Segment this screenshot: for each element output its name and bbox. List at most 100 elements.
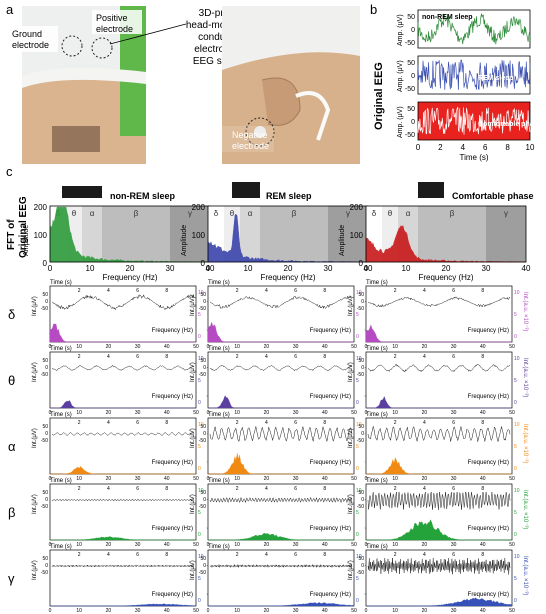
band-freq-tick: 10 bbox=[234, 542, 240, 548]
fft-band-region bbox=[82, 206, 102, 262]
band-left-tick: 0 bbox=[203, 497, 206, 503]
band-left-tick: -50 bbox=[41, 504, 48, 510]
band-time-tick: 2 bbox=[236, 288, 239, 294]
band-freq-tick: 30 bbox=[451, 608, 457, 614]
band-spectrum bbox=[208, 453, 354, 475]
band-freq-tick: 0 bbox=[49, 344, 52, 350]
band-freq-tick: 20 bbox=[422, 542, 428, 548]
band-freq-tick: 10 bbox=[392, 608, 398, 614]
band-left-tick: 50 bbox=[42, 556, 48, 562]
band-freq-tick: 40 bbox=[480, 476, 486, 482]
band-time-tick: 4 bbox=[423, 486, 426, 492]
eeg-y-tick: 50 bbox=[407, 106, 415, 113]
band-time-tick: 6 bbox=[294, 354, 297, 360]
band-freq-tick: 20 bbox=[422, 410, 428, 416]
band-time-tick: 2 bbox=[394, 552, 397, 558]
band-right-tick: 5 bbox=[198, 576, 201, 582]
band-frame bbox=[49, 285, 197, 343]
band-int-label: Int.(μV) bbox=[190, 296, 196, 316]
eeg-y-tick: 0 bbox=[411, 27, 415, 34]
band-left-tick: 0 bbox=[45, 563, 48, 569]
band-right-tick: 5 bbox=[356, 510, 359, 516]
band-time-tick: 6 bbox=[136, 552, 139, 558]
band-left-tick: 50 bbox=[42, 292, 48, 298]
band-time-tick: 6 bbox=[294, 288, 297, 294]
band-right-tick: 10 bbox=[198, 422, 204, 428]
eeg-trace bbox=[417, 13, 531, 45]
band-spectrum bbox=[49, 323, 196, 343]
eeg-y-label: Amp. (μV) bbox=[397, 106, 404, 138]
band-freq-tick: 0 bbox=[365, 410, 368, 416]
band-time-tick: 6 bbox=[136, 354, 139, 360]
band-int-label: Int.(μV) bbox=[348, 560, 354, 580]
band-freq-tick: 40 bbox=[164, 542, 170, 548]
band-right-tick: 10 bbox=[514, 554, 520, 560]
fft-y-tick: 200 bbox=[350, 203, 364, 212]
band-frame bbox=[207, 285, 355, 343]
band-time-tick: 6 bbox=[136, 420, 139, 426]
band-freq-label: Frequency (Hz) bbox=[152, 460, 193, 466]
band-freq-label: Frequency (Hz) bbox=[152, 394, 193, 400]
band-time-tick: 8 bbox=[481, 552, 484, 558]
band-time-tick: 8 bbox=[165, 288, 168, 294]
band-frame bbox=[49, 351, 197, 409]
band-freq-tick: 20 bbox=[422, 344, 428, 350]
band-time-tick: 6 bbox=[294, 486, 297, 492]
band-left-tick: 0 bbox=[203, 299, 206, 305]
band-time-tick: 8 bbox=[481, 420, 484, 426]
fft-band-region bbox=[486, 206, 526, 262]
band-time-tick: 6 bbox=[452, 288, 455, 294]
eeg-x-tick: 10 bbox=[526, 143, 535, 152]
eeg-y-tick: -50 bbox=[405, 40, 415, 47]
band-time-label: Time (s) bbox=[366, 346, 388, 352]
band-time-tick: 4 bbox=[423, 354, 426, 360]
band-freq-tick: 30 bbox=[293, 476, 299, 482]
band-symbol: γ bbox=[8, 571, 15, 586]
band-time-trace bbox=[367, 557, 511, 575]
eeg-x-tick: 6 bbox=[483, 143, 488, 152]
fft-band-region bbox=[170, 206, 210, 262]
band-int-label: Int.(μV) bbox=[190, 560, 196, 580]
band-freq-tick: 0 bbox=[365, 476, 368, 482]
band-freq-label: Frequency (Hz) bbox=[468, 592, 509, 598]
eeg-y-tick: 0 bbox=[411, 73, 415, 80]
fft-y-tick: 200 bbox=[34, 203, 48, 212]
band-spectrum bbox=[50, 465, 196, 475]
band-freq-tick: 20 bbox=[422, 608, 428, 614]
band-freq-tick: 50 bbox=[351, 542, 357, 548]
fft-x-tick: 10 bbox=[86, 264, 95, 273]
band-freq-tick: 50 bbox=[509, 542, 515, 548]
eeg-x-tick: 4 bbox=[461, 143, 466, 152]
photo-right: Negative electrode bbox=[222, 6, 360, 164]
band-time-tick: 2 bbox=[394, 420, 397, 426]
fft-x-label: Frequency (Hz) bbox=[260, 273, 315, 282]
eeg-frame bbox=[417, 55, 531, 95]
band-right-tick: 0 bbox=[356, 400, 359, 406]
band-freq-tick: 0 bbox=[365, 344, 368, 350]
band-freq-label: Frequency (Hz) bbox=[310, 328, 351, 334]
panel-label-b: b bbox=[370, 2, 377, 17]
band-freq-tick: 30 bbox=[135, 476, 141, 482]
band-right-tick: 10 bbox=[356, 488, 362, 494]
band-left-tick: 50 bbox=[42, 424, 48, 430]
band-freq-tick: 10 bbox=[234, 476, 240, 482]
band-spectrum bbox=[366, 519, 512, 541]
band-right-tick: 0 bbox=[198, 334, 201, 340]
eeg-y-label: Amp. (μV) bbox=[397, 60, 404, 92]
band-freq-tick: 10 bbox=[234, 344, 240, 350]
band-time-trace bbox=[209, 364, 352, 371]
fft-x-tick: 0 bbox=[364, 264, 369, 273]
band-time-tick: 8 bbox=[323, 552, 326, 558]
band-time-trace bbox=[367, 296, 511, 308]
eeg-trace-label: REM sleep bbox=[478, 75, 513, 82]
band-time-tick: 2 bbox=[394, 288, 397, 294]
band-left-tick: 50 bbox=[42, 358, 48, 364]
band-time-trace bbox=[209, 563, 353, 569]
band-freq-tick: 50 bbox=[509, 608, 515, 614]
